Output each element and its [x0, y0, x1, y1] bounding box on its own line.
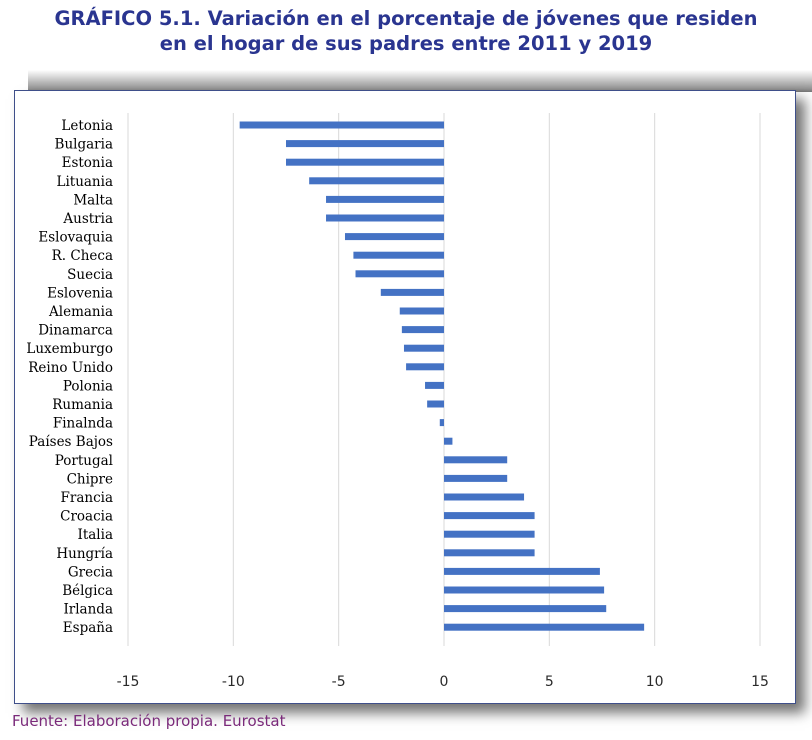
category-label-23: Hungría [56, 546, 113, 562]
category-label-7: R. Checa [52, 248, 113, 264]
bar-4 [326, 195, 444, 203]
bar-3 [309, 177, 444, 185]
bar-24 [444, 567, 600, 575]
bar-9 [380, 288, 444, 296]
bar-15 [427, 400, 444, 408]
category-label-14: Polonia [63, 378, 113, 394]
category-label-9: Eslovenia [47, 285, 113, 301]
chart-title-line-1: GRÁFICO 5.1. Variación en el porcentaje … [54, 7, 758, 30]
category-label-18: Portugal [55, 453, 113, 469]
category-label-19: Chipre [67, 471, 113, 487]
bar-7 [353, 251, 444, 259]
category-label-27: España [63, 620, 113, 636]
bar-1 [286, 140, 444, 148]
x-tick-label-2: -5 [332, 674, 346, 690]
category-label-12: Luxemburgo [26, 341, 113, 357]
category-label-21: Croacia [60, 509, 113, 525]
bar-12 [403, 344, 444, 352]
category-label-0: Letonia [61, 118, 113, 134]
bar-19 [444, 474, 508, 482]
source-note: Fuente: Elaboración propia. Eurostat [12, 712, 286, 730]
bar-chart: Letonia Bulgaria Estonia Lituania Malta Austr… [26, 113, 769, 690]
chart-title: GRÁFICO 5.1. Variación en el porcentaje … [0, 6, 812, 56]
category-label-17: Países Bajos [29, 434, 113, 450]
frame-shadow [28, 70, 812, 92]
category-label-16: Finalnda [53, 416, 113, 432]
bar-25 [444, 586, 605, 594]
x-tick-label-1: -10 [222, 674, 245, 690]
category-label-1: Bulgaria [55, 137, 113, 153]
category-label-4: Malta [73, 192, 113, 208]
bar-20 [444, 493, 525, 501]
category-label-22: Italia [78, 527, 114, 543]
x-tick-label-4: 5 [545, 674, 554, 690]
bar-8 [355, 270, 444, 278]
bar-21 [444, 512, 535, 520]
bar-14 [425, 381, 444, 389]
category-label-26: Irlanda [63, 602, 113, 618]
category-label-15: Rumania [52, 397, 113, 413]
bar-11 [401, 326, 444, 334]
category-label-8: Suecia [67, 267, 113, 283]
bar-0 [239, 121, 444, 129]
category-label-20: Francia [61, 490, 114, 506]
category-label-10: Alemania [48, 304, 113, 320]
x-tick-label-0: -15 [117, 674, 140, 690]
category-label-2: Estonia [62, 155, 113, 171]
category-label-25: Bélgica [62, 583, 113, 599]
category-label-11: Dinamarca [38, 323, 113, 339]
bar-2 [286, 158, 444, 166]
bar-27 [444, 623, 645, 631]
category-label-6: Eslovaquia [38, 230, 113, 246]
x-tick-label-6: 15 [751, 674, 769, 690]
bar-13 [406, 363, 444, 371]
bar-26 [444, 605, 607, 613]
category-label-24: Grecia [68, 564, 113, 580]
bar-18 [444, 456, 508, 464]
bar-23 [444, 549, 535, 557]
bar-10 [399, 307, 444, 315]
category-label-5: Austria [62, 211, 113, 227]
x-tick-label-3: 0 [440, 674, 449, 690]
x-tick-label-5: 10 [646, 674, 664, 690]
bar-22 [444, 530, 535, 538]
bar-6 [344, 233, 444, 241]
bar-17 [444, 437, 453, 445]
bar-5 [326, 214, 444, 222]
bar-16 [439, 419, 444, 427]
category-label-13: Reino Unido [28, 360, 113, 376]
chart-frame: Letonia Bulgaria Estonia Lituania Malta Austr… [14, 90, 796, 704]
chart-title-line-2: en el hogar de sus padres entre 2011 y 2… [159, 32, 653, 55]
category-label-3: Lituania [56, 174, 113, 190]
